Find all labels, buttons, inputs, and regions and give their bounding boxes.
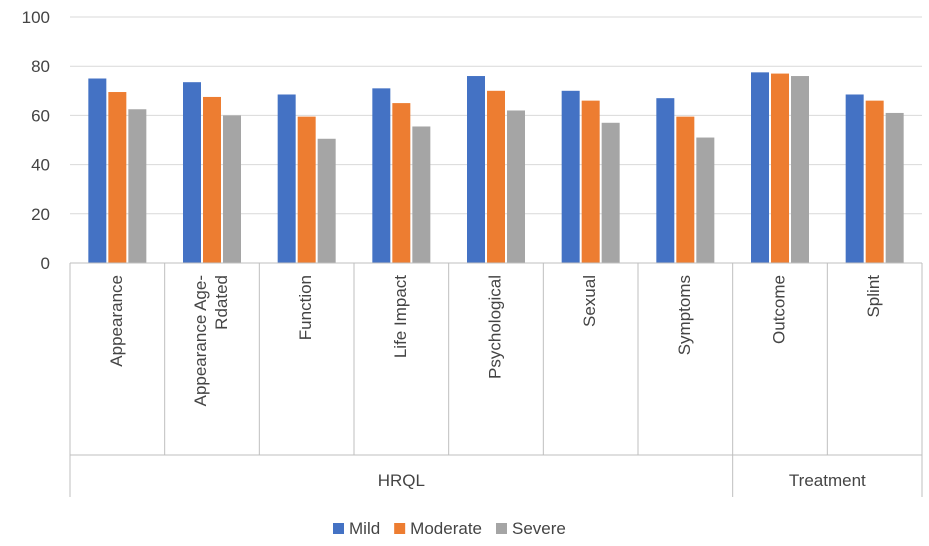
- bar-mild-1: [183, 82, 201, 263]
- bar-moderate-8: [865, 100, 884, 263]
- bar-mild-4: [467, 76, 485, 263]
- bar-mild-8: [845, 94, 864, 264]
- bar-mild-5: [561, 90, 580, 263]
- bar-moderate-6: [676, 116, 695, 263]
- y-tick-label: 0: [41, 254, 50, 273]
- legend-swatch-moderate: [394, 523, 406, 534]
- category-label: Function: [296, 275, 315, 340]
- bar-moderate-1: [203, 96, 221, 263]
- y-tick-label: 40: [31, 156, 50, 175]
- bar-severe-1: [223, 115, 241, 264]
- bar-mild-6: [656, 98, 675, 264]
- y-tick-label: 60: [31, 106, 50, 125]
- category-label: Outcome: [769, 275, 788, 344]
- category-label: Life Impact: [391, 275, 410, 358]
- bar-severe-7: [791, 76, 809, 263]
- bar-severe-4: [507, 110, 525, 263]
- bar-mild-2: [277, 94, 296, 264]
- category-groups: HRQL Treatment: [378, 471, 866, 490]
- category-labels: Appearance Appearance Age- Rdated Function L…: [107, 275, 883, 407]
- legend-label: Mild: [349, 519, 380, 538]
- bar-moderate-7: [771, 73, 789, 263]
- legend-label: Severe: [512, 519, 566, 538]
- category-label: Appearance: [107, 275, 126, 367]
- bars: [88, 72, 904, 264]
- category-label: Psychological: [485, 275, 504, 379]
- bar-severe-0: [128, 109, 147, 263]
- bar-moderate-4: [487, 90, 505, 263]
- category-label: Symptoms: [675, 275, 694, 355]
- bar-mild-3: [372, 88, 391, 263]
- category-label: Appearance Age-: [191, 275, 210, 406]
- legend-label: Moderate: [410, 519, 482, 538]
- y-tick-label: 100: [22, 8, 50, 27]
- bar-severe-2: [317, 138, 336, 263]
- y-tick-label: 80: [31, 57, 50, 76]
- legend: Mild Moderate Severe: [333, 519, 566, 538]
- legend-swatch-severe: [496, 523, 507, 534]
- group-label: Treatment: [789, 471, 866, 490]
- bar-moderate-3: [392, 103, 411, 263]
- legend-swatch-mild: [333, 523, 344, 534]
- bar-severe-5: [601, 122, 620, 263]
- y-axis-ticks: 0 20 40 60 80 100: [22, 8, 50, 273]
- category-label: Splint: [864, 275, 883, 318]
- bar-mild-0: [88, 78, 107, 263]
- bar-severe-3: [412, 126, 431, 263]
- group-label: HRQL: [378, 471, 425, 490]
- y-tick-label: 20: [31, 205, 50, 224]
- x-axis: [69, 262, 923, 497]
- bar-mild-7: [751, 72, 769, 263]
- bar-severe-6: [696, 137, 715, 263]
- bar-moderate-2: [297, 116, 316, 263]
- bar-severe-8: [885, 112, 904, 263]
- category-label: Sexual: [580, 275, 599, 327]
- bar-moderate-5: [581, 100, 600, 263]
- bar-moderate-0: [108, 92, 127, 263]
- category-label: Rdated: [212, 275, 231, 330]
